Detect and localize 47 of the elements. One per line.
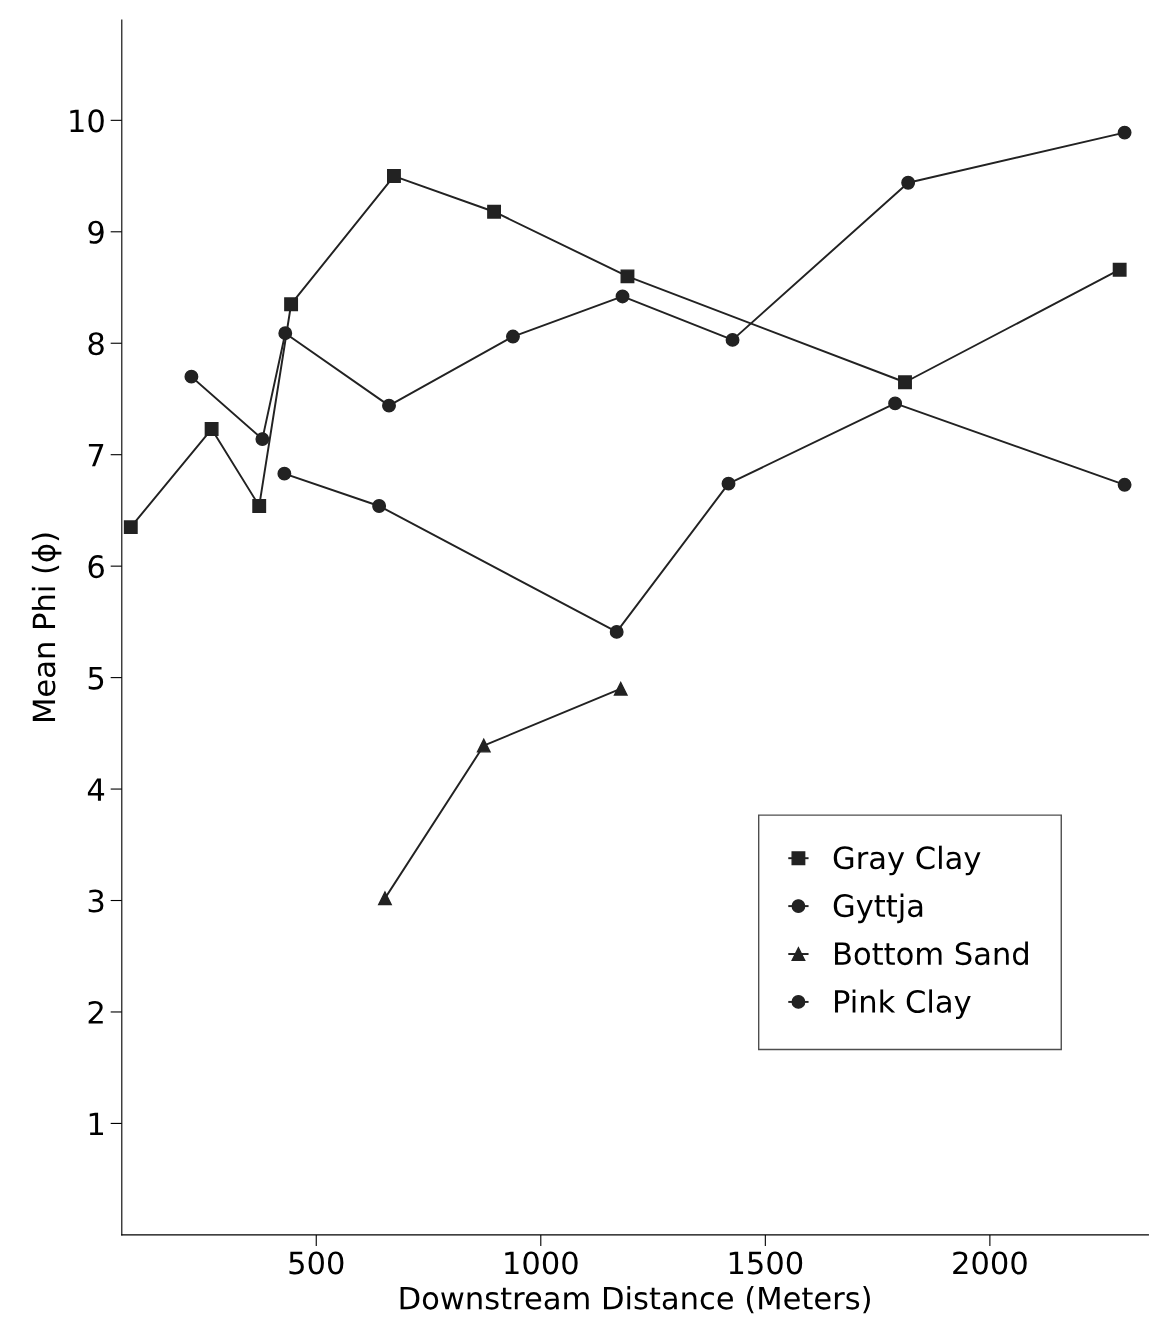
point — [284, 297, 299, 312]
x-axis-title: Downstream Distance (Meters) — [400, 1285, 870, 1314]
point — [620, 269, 635, 284]
legend-label: Pink Clay — [835, 989, 971, 1019]
point — [609, 624, 624, 639]
x-tick-label: 1000 — [505, 1251, 578, 1275]
point — [721, 476, 736, 491]
point — [615, 289, 630, 304]
point — [255, 432, 270, 447]
point — [1112, 262, 1127, 277]
point — [898, 375, 912, 390]
point — [386, 169, 401, 184]
point — [184, 369, 199, 384]
point — [1117, 477, 1132, 492]
point — [252, 499, 267, 513]
point — [506, 329, 520, 344]
y-tick-label: 9 — [88, 220, 104, 244]
point — [382, 398, 396, 413]
legend-label: Gyttja — [833, 893, 923, 924]
y-tick-label: 6 — [88, 555, 104, 579]
y-tick-label: 7 — [88, 444, 104, 467]
y-tick-label: 3 — [88, 889, 104, 913]
x-tick-label: 1500 — [729, 1251, 803, 1275]
point — [1117, 125, 1132, 140]
y-tick-label: 1 — [89, 1112, 104, 1136]
point — [277, 466, 292, 481]
point — [476, 738, 491, 753]
point — [372, 499, 387, 513]
point — [725, 332, 740, 347]
point — [123, 520, 138, 535]
point — [888, 396, 903, 411]
x-tick-label: 2000 — [953, 1251, 1027, 1275]
y-tick-label: 8 — [88, 332, 104, 356]
legend-label: Gray Clay — [833, 845, 981, 876]
y-tick-label: 10 — [70, 109, 104, 133]
x-tick-label: 500 — [289, 1251, 344, 1275]
legend-label: Bottom Sand — [835, 941, 1028, 966]
y-axis-title: Mean Phi (ϕ) — [31, 533, 62, 721]
point — [378, 891, 392, 906]
y-tick-label: 4 — [87, 778, 105, 801]
y-tick-label: 2 — [88, 1000, 103, 1024]
y-tick-label: 5 — [88, 666, 104, 690]
point — [278, 326, 293, 341]
point — [901, 175, 916, 190]
point — [613, 681, 628, 696]
point — [204, 422, 219, 437]
point — [487, 204, 502, 219]
